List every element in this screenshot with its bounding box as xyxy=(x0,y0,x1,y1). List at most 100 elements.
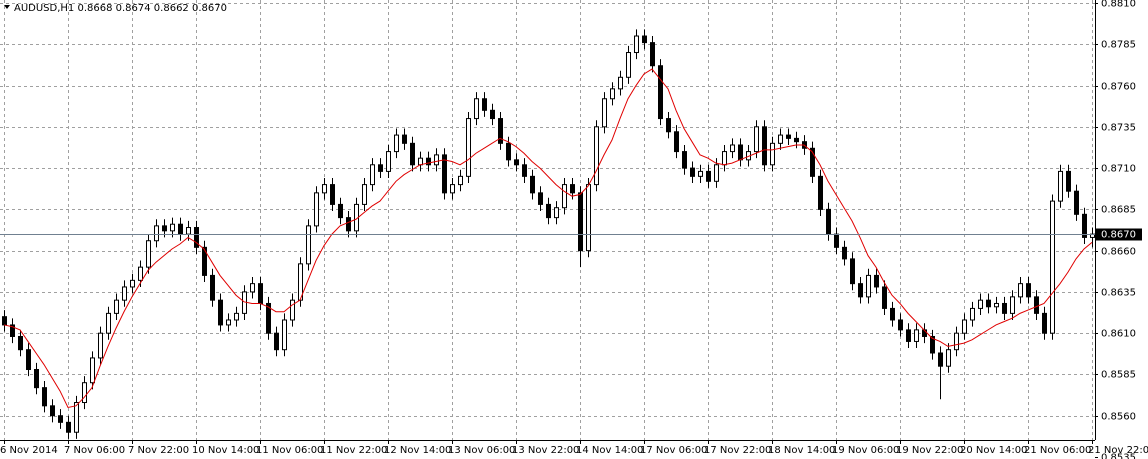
candle-body xyxy=(594,126,599,186)
candle-body xyxy=(186,227,191,235)
candle-body xyxy=(162,225,167,232)
candle-body xyxy=(1066,170,1071,192)
candle-body xyxy=(938,352,943,367)
candle-body xyxy=(706,170,711,182)
candle-body xyxy=(786,134,791,139)
menu-triangle[interactable] xyxy=(4,5,10,9)
candle-body xyxy=(106,312,111,334)
candle-body xyxy=(362,184,367,205)
candle-body xyxy=(762,126,767,166)
candle-body xyxy=(170,223,175,232)
candle-body xyxy=(442,154,447,194)
x-tick-label: 14 Nov 14:00 xyxy=(576,445,643,456)
candle-body xyxy=(434,154,439,166)
candle-body xyxy=(506,142,511,161)
x-tick-label: 21 Nov 22:00 xyxy=(1088,445,1148,456)
candle-body xyxy=(866,274,871,298)
y-tick-label: 0.8535 xyxy=(1101,453,1136,459)
candle-body xyxy=(738,144,743,161)
candle-body xyxy=(1050,200,1055,334)
candle-body xyxy=(610,88,615,100)
candle-body xyxy=(794,137,799,143)
candle-body xyxy=(474,98,479,120)
candle-body xyxy=(370,164,375,186)
x-tick-label: 18 Nov 14:00 xyxy=(768,445,835,456)
candle-body xyxy=(306,225,311,265)
candle-body xyxy=(146,240,151,268)
candle-body xyxy=(826,208,831,235)
candle-body xyxy=(290,299,295,321)
candle-body xyxy=(490,109,495,120)
candle-body xyxy=(314,192,319,227)
x-tick-label: 11 Nov 06:00 xyxy=(256,445,323,456)
candle-body xyxy=(722,151,727,166)
candle-body xyxy=(874,274,879,288)
candle-body xyxy=(1042,312,1047,334)
moving-average xyxy=(3,68,1093,409)
x-tick-label: 19 Nov 22:00 xyxy=(896,445,963,456)
candle-body xyxy=(978,299,983,309)
candle-body xyxy=(138,266,143,281)
candle-body xyxy=(2,316,7,326)
candle-body xyxy=(1010,296,1015,314)
candle-body xyxy=(674,131,679,153)
candle-body xyxy=(466,118,471,177)
candle-body xyxy=(602,98,607,128)
candle-body xyxy=(1018,283,1023,298)
candle-body xyxy=(266,302,271,334)
candle-body xyxy=(346,217,351,232)
y-tick-label: 0.8585 xyxy=(1101,370,1136,381)
candle-body xyxy=(450,184,455,194)
candle-body xyxy=(570,184,575,194)
candle-body xyxy=(402,134,407,144)
candle-body xyxy=(522,164,527,177)
candle-body xyxy=(538,192,543,205)
candle-body xyxy=(546,203,551,219)
candle-body xyxy=(210,274,215,301)
candle-body xyxy=(698,170,703,177)
x-tick-label: 7 Nov 06:00 xyxy=(64,445,125,456)
candle-body xyxy=(282,319,287,351)
candle-body xyxy=(98,332,103,359)
candle-body xyxy=(34,369,39,389)
last-price-box xyxy=(1096,228,1142,241)
candle-body xyxy=(850,258,855,285)
candle-body xyxy=(690,167,695,177)
y-tick-label: 0.8710 xyxy=(1101,164,1136,175)
candle-body xyxy=(1074,190,1079,215)
candle-body xyxy=(666,118,671,133)
candle-body xyxy=(946,349,951,367)
candle-body xyxy=(914,329,919,342)
candle-body xyxy=(74,402,79,433)
candle-body xyxy=(10,324,15,337)
x-tick-label: 17 Nov 22:00 xyxy=(704,445,771,456)
y-tick-label: 0.8660 xyxy=(1101,247,1136,258)
x-tick-label: 17 Nov 06:00 xyxy=(640,445,707,456)
candle-body xyxy=(82,382,87,404)
candle-body xyxy=(330,184,335,205)
candle-body xyxy=(66,421,71,433)
candle-body xyxy=(842,246,847,260)
candle-body xyxy=(954,332,959,351)
x-tick-label: 20 Nov 14:00 xyxy=(960,445,1027,456)
candle-body xyxy=(906,329,911,342)
candle-body xyxy=(18,335,23,351)
candle-body xyxy=(562,184,567,209)
candle-body xyxy=(498,118,503,144)
candle-body xyxy=(418,157,423,166)
candle-body xyxy=(650,42,655,67)
y-tick-label: 0.8560 xyxy=(1101,412,1136,423)
candle-body xyxy=(754,126,759,153)
candle-body xyxy=(378,164,383,172)
y-tick-label: 0.8610 xyxy=(1101,329,1136,340)
x-tick-label: 19 Nov 06:00 xyxy=(832,445,899,456)
y-tick-label: 0.8735 xyxy=(1101,123,1136,134)
x-tick-label: 13 Nov 22:00 xyxy=(512,445,579,456)
candle-body xyxy=(970,307,975,321)
x-tick-label: 11 Nov 22:00 xyxy=(320,445,387,456)
x-tick-label: 6 Nov 2014 xyxy=(0,445,58,456)
plot xyxy=(0,29,1095,439)
candle-body xyxy=(42,387,47,407)
